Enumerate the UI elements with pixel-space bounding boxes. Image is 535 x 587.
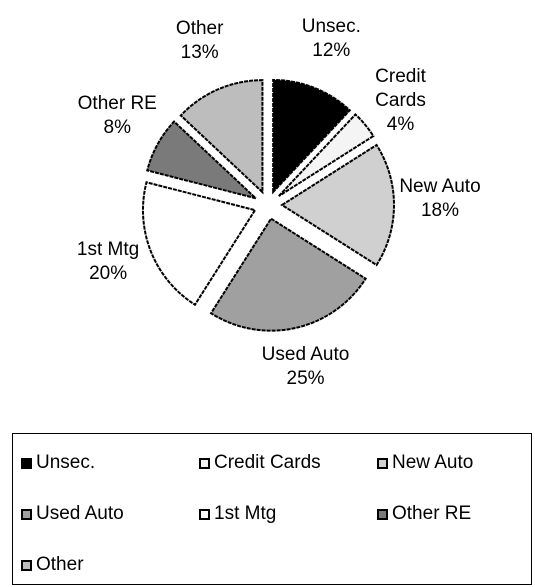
legend-swatch	[21, 457, 32, 469]
legend-item: Credit Cards	[199, 452, 321, 474]
slice-category: Used Auto	[261, 343, 350, 365]
legend-item: New Auto	[377, 452, 473, 474]
slice-label: New Auto 18%	[395, 175, 485, 223]
slice-label: Credit Cards 4%	[356, 65, 446, 137]
legend-label: Other RE	[392, 503, 472, 524]
slice-category: New Auto	[399, 176, 481, 197]
legend-item: Unsec.	[21, 452, 95, 474]
slice-value: 25%	[286, 367, 325, 389]
slice-label: 1st Mtg 20%	[63, 238, 153, 286]
slice-value: 20%	[89, 263, 128, 285]
slice-category: 1st Mtg	[76, 239, 140, 261]
slice-label: Other RE 8%	[72, 92, 162, 140]
legend-item: Used Auto	[21, 503, 124, 525]
slice-value: 18%	[420, 200, 460, 221]
legend-label: Credit Cards	[214, 452, 321, 473]
slice-value: 12%	[312, 40, 351, 62]
legend-label: Used Auto	[36, 503, 124, 524]
legend: Unsec. Credit Cards New Auto Used Auto 1st M…	[12, 433, 532, 585]
pie-slice	[272, 78, 352, 195]
pie-slice	[278, 113, 375, 197]
pie-area	[141, 78, 395, 332]
legend-label: New Auto	[392, 452, 474, 473]
legend-swatch	[21, 559, 32, 571]
legend-swatch	[199, 508, 210, 520]
legend-label: 1st Mtg	[214, 503, 277, 524]
legend-swatch	[21, 508, 32, 520]
slice-category: Credit Cards	[375, 66, 426, 112]
pie-slice	[280, 143, 395, 267]
pie-slice	[146, 120, 257, 200]
slice-label: Used Auto 25%	[261, 343, 351, 391]
slice-label: Unsec. 12%	[286, 15, 376, 63]
slice-category: Unsec.	[301, 16, 361, 38]
legend-item: 1st Mtg	[199, 503, 276, 525]
slice-category: Other RE	[77, 93, 157, 115]
pie-slice	[209, 217, 367, 332]
slice-label: Other 13%	[155, 17, 245, 65]
legend-swatch	[377, 457, 388, 469]
legend-item: Other	[21, 554, 84, 576]
legend-swatch	[199, 457, 210, 469]
legend-swatch	[377, 508, 388, 520]
legend-label: Other	[36, 554, 84, 575]
legend-label: Unsec.	[36, 452, 96, 473]
slice-value: 8%	[103, 117, 131, 139]
slice-value: 13%	[180, 42, 219, 64]
slice-value: 4%	[386, 114, 415, 136]
pie-slice	[179, 79, 264, 195]
legend-item: Other RE	[377, 503, 471, 525]
slice-category: Other	[175, 18, 224, 40]
pie-slice	[141, 181, 257, 307]
